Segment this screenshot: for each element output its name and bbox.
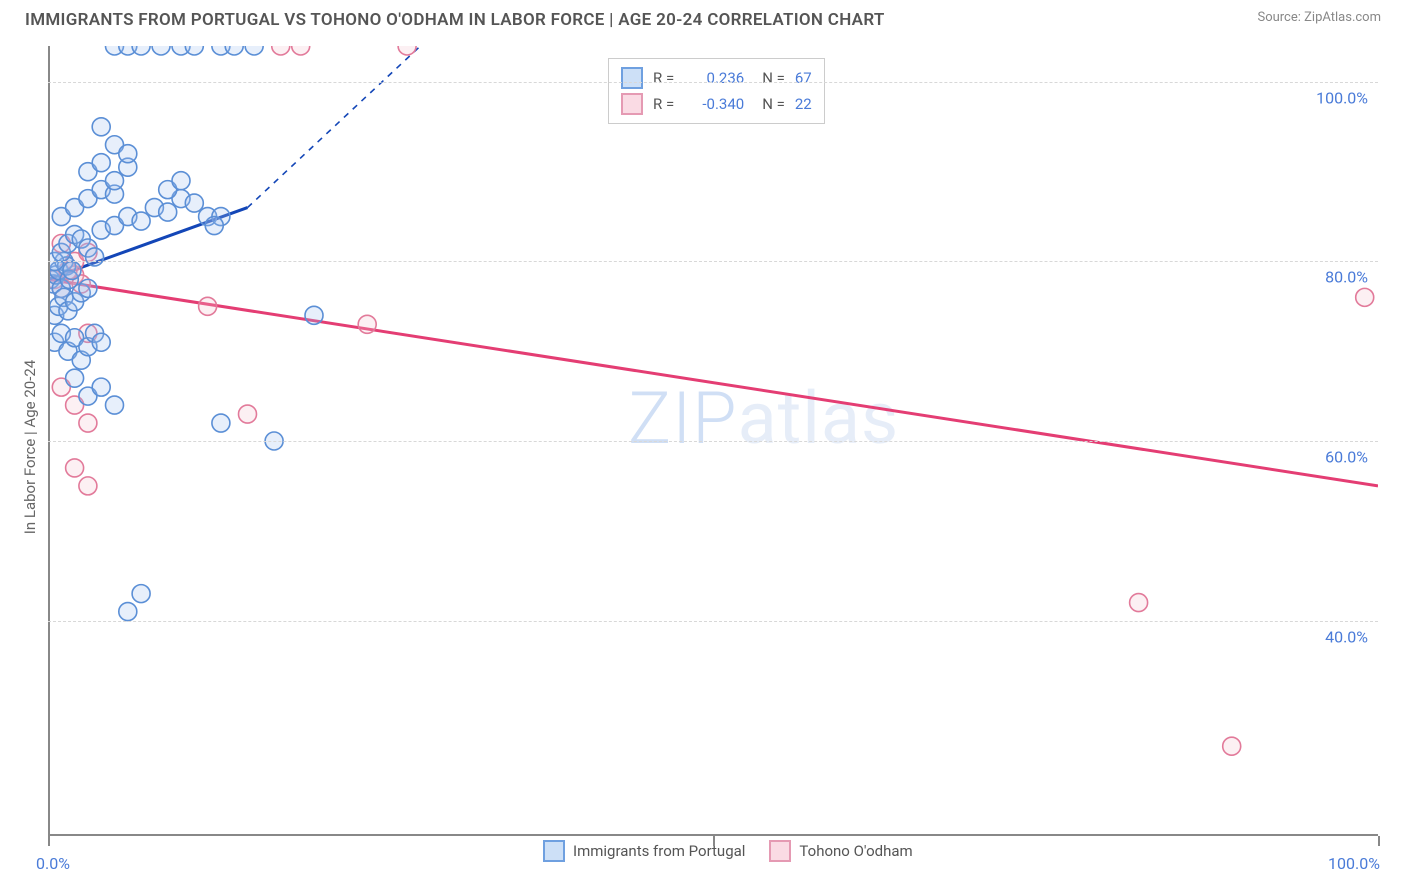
legend-swatch-pink	[621, 93, 643, 115]
title-bar: IMMIGRANTS FROM PORTUGAL VS TOHONO O'ODH…	[0, 0, 1406, 38]
y-axis-label: In Labor Force | Age 20-24	[21, 347, 39, 547]
x-tick	[48, 836, 50, 846]
legend-item-blue: Immigrants from Portugal	[543, 840, 745, 862]
chart-container: In Labor Force | Age 20-24 ZIPatlas R = …	[0, 38, 1406, 892]
source-label: Source: ZipAtlas.com	[1257, 10, 1381, 25]
legend-r-label: R =	[653, 69, 674, 87]
legend-pink-r: -0.340	[684, 95, 744, 113]
legend-pink-n: 22	[795, 95, 812, 113]
y-tick-label: 100.0%	[1316, 88, 1368, 107]
grid-line	[48, 441, 1378, 442]
plot-area: ZIPatlas R = 0.236 N = 67 R = -0.340 N =…	[48, 46, 1378, 836]
y-tick-label: 60.0%	[1325, 448, 1368, 467]
series-legend: Immigrants from Portugal Tohono O'odham	[543, 840, 913, 862]
legend-swatch-blue-bottom	[543, 840, 565, 862]
x-max-label: 100.0%	[1328, 854, 1380, 873]
legend-row-pink: R = -0.340 N = 22	[621, 91, 812, 117]
legend-blue-n: 67	[795, 69, 812, 87]
x-tick	[1378, 836, 1380, 846]
legend-row-blue: R = 0.236 N = 67	[621, 65, 812, 91]
grid-line	[48, 261, 1378, 262]
grid-line	[48, 82, 1378, 83]
legend-blue-r: 0.236	[684, 69, 744, 87]
legend-n-label2: N =	[762, 95, 785, 113]
legend-n-label: N =	[762, 69, 785, 87]
legend-swatch-blue	[621, 67, 643, 89]
y-tick-label: 40.0%	[1325, 627, 1368, 646]
grid-line	[48, 621, 1378, 622]
legend-label-blue: Immigrants from Portugal	[573, 842, 745, 860]
y-tick-label: 80.0%	[1325, 268, 1368, 287]
legend-item-pink: Tohono O'odham	[769, 840, 912, 862]
legend-r-label2: R =	[653, 95, 674, 113]
chart-title: IMMIGRANTS FROM PORTUGAL VS TOHONO O'ODH…	[25, 10, 885, 30]
legend-label-pink: Tohono O'odham	[799, 842, 912, 860]
legend-swatch-pink-bottom	[769, 840, 791, 862]
correlation-legend: R = 0.236 N = 67 R = -0.340 N = 22	[608, 58, 825, 124]
x-min-label: 0.0%	[36, 854, 70, 873]
